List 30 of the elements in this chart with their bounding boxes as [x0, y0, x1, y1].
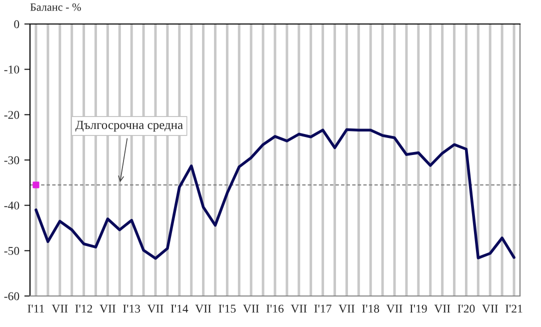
- x-tick-label: I'14: [170, 304, 188, 313]
- y-tick-label: -50: [4, 246, 20, 255]
- x-tick-label: VII: [482, 304, 498, 313]
- y-tick-label: 0: [14, 20, 20, 28]
- x-tick-label: VII: [338, 304, 354, 313]
- x-tick-label: VII: [386, 304, 402, 313]
- x-tick-label: VII: [243, 304, 259, 313]
- x-tick-label: I'17: [314, 304, 332, 313]
- y-axis-title: Баланс - %: [30, 3, 81, 11]
- x-tick-label: VII: [290, 304, 307, 313]
- x-tick-label: VII: [434, 304, 450, 313]
- x-tick-label: I'20: [458, 304, 475, 313]
- x-tick-label: I'12: [75, 304, 92, 313]
- y-tick-label: -10: [4, 66, 20, 74]
- x-tick-label: VII: [52, 304, 68, 313]
- x-tick-label: I'11: [28, 304, 44, 313]
- x-tick-label: I'13: [123, 304, 140, 313]
- x-tick-label: I'19: [410, 304, 427, 313]
- y-tick-label: -60: [4, 292, 20, 300]
- x-tick-label: I'21: [506, 304, 522, 313]
- y-tick-label: -40: [4, 202, 20, 210]
- ref-line-label: Дългосрочна средна: [75, 120, 183, 132]
- x-tick-label: VII: [147, 304, 164, 313]
- x-tick-label: I'18: [362, 304, 380, 313]
- y-tick-label: -30: [4, 156, 20, 164]
- y-tick-label: -20: [4, 110, 20, 119]
- x-tick-label: I'15: [218, 304, 236, 313]
- x-tick-label: I'16: [266, 304, 284, 313]
- x-tick-label: VII: [100, 304, 116, 313]
- x-tick-label: VII: [195, 304, 212, 313]
